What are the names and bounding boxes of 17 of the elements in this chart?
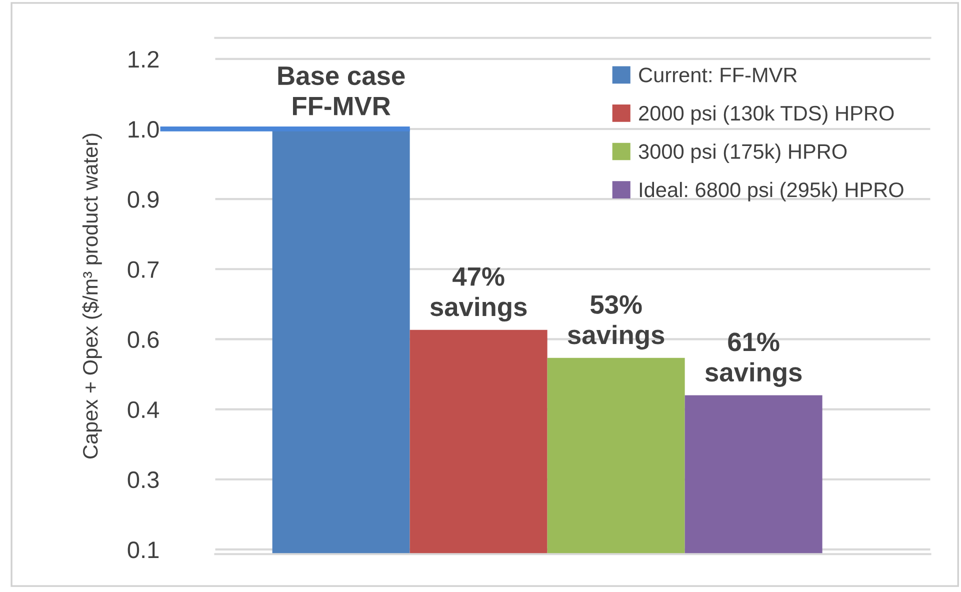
y-tick-label: 1.2 bbox=[128, 50, 159, 68]
legend-label: Ideal: 6800 psi (295k) HPRO bbox=[640, 182, 904, 202]
y-tick-label: 0.3 bbox=[128, 471, 159, 488]
annotation: 47% savings bbox=[430, 267, 527, 322]
legend-label: 3000 psi (175k) HPRO bbox=[638, 144, 847, 164]
legend-label: 2000 psi (130k TDS) HPRO bbox=[639, 105, 894, 125]
legend-label: Current: FF-MVR bbox=[639, 68, 797, 82]
annotation: 53% savings bbox=[568, 295, 664, 350]
y-tick-label: 0.7 bbox=[128, 261, 159, 278]
y-tick-label: 0.4 bbox=[128, 401, 160, 418]
y-tick-label: 1.0 bbox=[128, 121, 159, 138]
annotation: 61% savings bbox=[705, 332, 802, 387]
y-tick-label: 0.1 bbox=[128, 542, 159, 558]
annotation: Base case FF-MVR bbox=[278, 66, 405, 116]
y-tick-label: 0.6 bbox=[128, 331, 159, 348]
y-tick-label: 0.9 bbox=[128, 191, 159, 208]
y-axis-title: Capex + Opex ($/m³ product water) bbox=[82, 134, 102, 458]
